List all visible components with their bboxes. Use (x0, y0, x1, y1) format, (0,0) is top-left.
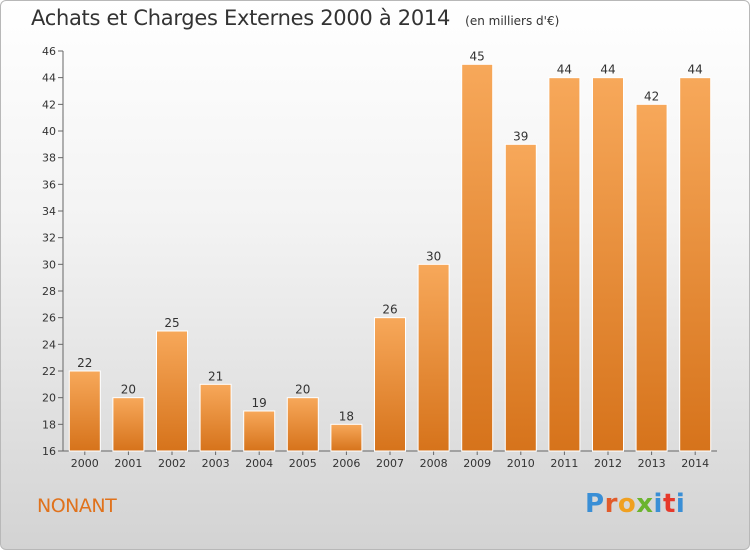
bar-2005 (286, 397, 319, 452)
x-axis: 2000 2001 2002 2003 2004 2005 2006 2007 2008 2009… (63, 450, 717, 470)
y-tick-label: 20 (42, 392, 56, 405)
value-label-2001: 20 (121, 383, 136, 397)
x-tick-label: 2011 (550, 457, 578, 470)
commune-name: NONANT (37, 495, 117, 517)
x-tick-label: 2009 (463, 457, 491, 470)
bar-2006 (330, 423, 363, 452)
value-label-2004: 19 (252, 396, 267, 410)
value-label-2009: 45 (470, 49, 485, 63)
y-tick-label: 18 (42, 418, 56, 431)
bar-2008 (417, 263, 450, 452)
bar-2014 (679, 77, 712, 452)
value-label-2007: 26 (382, 303, 397, 317)
x-tick-label: 2001 (114, 457, 142, 470)
bar-2000 (68, 370, 101, 452)
bar-2012 (592, 77, 624, 452)
x-tick-label: 2010 (507, 457, 535, 470)
x-tick-label: 2007 (376, 457, 404, 470)
value-label-2005: 20 (295, 383, 310, 397)
y-tick-label: 28 (42, 285, 56, 298)
value-label-2014: 44 (688, 63, 703, 77)
chart-title: Achats et Charges Externes 2000 à 2014 (31, 6, 451, 30)
x-tick-label: 2012 (594, 457, 622, 470)
value-label-2003: 21 (208, 369, 223, 383)
value-label-2011: 44 (557, 63, 572, 77)
y-tick-label: 22 (42, 365, 56, 378)
y-tick-label: 44 (42, 72, 56, 85)
y-axis: 16 18 20 22 24 26 28 30 32 34 36 38 40 42 44 46 (42, 45, 64, 458)
bar-2002 (156, 330, 188, 452)
x-tick-label: 2006 (332, 457, 360, 470)
proxiti-logo: Proxiti (585, 489, 686, 519)
bars (68, 63, 712, 452)
bar-2011 (548, 77, 581, 452)
value-label-2010: 39 (513, 129, 528, 143)
y-tick-label: 26 (42, 312, 56, 325)
bar-2009 (461, 63, 494, 452)
value-label-2000: 22 (77, 356, 92, 370)
x-tick-label: 2004 (245, 457, 273, 470)
y-tick-label: 42 (42, 98, 56, 111)
bar-2003 (199, 383, 232, 452)
title-row: Achats et Charges Externes 2000 à 2014 (… (31, 6, 559, 30)
value-label-2012: 44 (600, 63, 615, 77)
value-labels: 22 20 25 21 19 20 18 26 30 45 39 44 44 42 44 (77, 49, 703, 423)
bar-2004 (243, 410, 276, 452)
y-tick-label: 46 (42, 45, 56, 58)
x-tick-label: 2002 (158, 457, 186, 470)
y-tick-label: 40 (42, 125, 56, 138)
value-label-2013: 42 (644, 89, 659, 103)
x-tick-label: 2013 (638, 457, 666, 470)
value-label-2008: 30 (426, 249, 441, 263)
bar-2001 (112, 397, 145, 452)
x-tick-label: 2003 (202, 457, 230, 470)
x-tick-label: 2008 (420, 457, 448, 470)
y-tick-label: 30 (42, 258, 56, 271)
y-tick-label: 16 (42, 445, 56, 458)
y-tick-label: 24 (42, 338, 56, 351)
y-tick-label: 34 (42, 205, 56, 218)
value-label-2002: 25 (164, 316, 179, 330)
x-tick-label: 2005 (289, 457, 317, 470)
x-tick-label: 2000 (71, 457, 99, 470)
bar-2010 (504, 143, 537, 452)
chart-subtitle: (en milliers d'€) (465, 14, 560, 28)
value-label-2006: 18 (339, 409, 354, 423)
y-tick-label: 36 (42, 178, 56, 191)
x-tick-label: 2014 (681, 457, 709, 470)
y-tick-label: 32 (42, 232, 56, 245)
y-tick-label: 38 (42, 152, 56, 165)
bar-2007 (374, 317, 406, 452)
bar-2013 (635, 103, 668, 452)
